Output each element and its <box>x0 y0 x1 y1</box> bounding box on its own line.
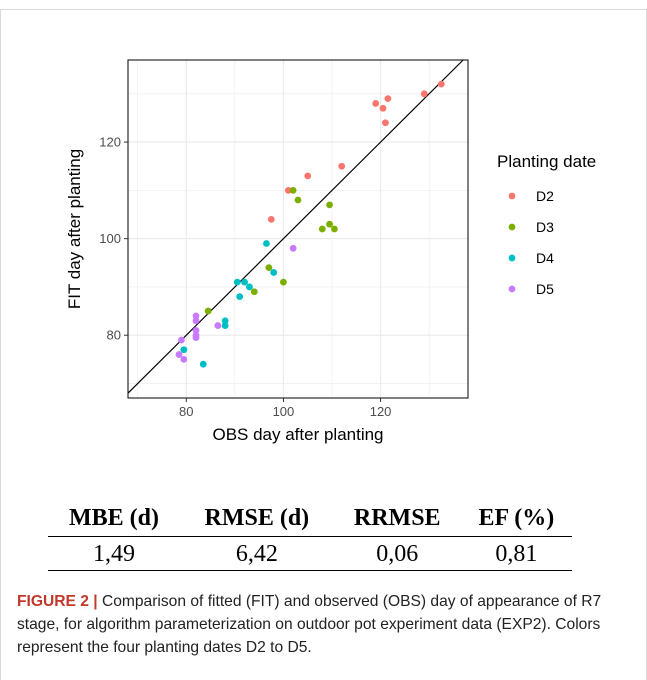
metrics-header-rmse: RMSE (d) <box>180 503 334 537</box>
y-tick-label: 100 <box>99 231 121 246</box>
point-d3 <box>326 220 333 228</box>
reference-line-layer <box>127 59 464 394</box>
point-d3 <box>204 307 212 315</box>
point-d4 <box>270 269 278 276</box>
point-d3 <box>318 225 326 233</box>
point-d3 <box>294 196 302 204</box>
point-d3 <box>250 288 258 296</box>
x-tick-label: 100 <box>273 404 295 419</box>
x-tick-label: 120 <box>370 404 392 419</box>
data-points <box>175 80 445 368</box>
point-d2 <box>338 162 346 170</box>
point-d5 <box>178 336 185 344</box>
point-d3 <box>331 225 338 233</box>
point-d5 <box>214 322 222 329</box>
point-d4 <box>246 283 253 291</box>
point-d5 <box>180 355 188 363</box>
caption-label: FIGURE 2 | <box>17 593 98 610</box>
legend: D2 D3 D4 D5 <box>508 188 554 297</box>
point-d2 <box>267 215 275 223</box>
tick-labels: 80 100 120 80 100 120 <box>99 135 391 419</box>
x-tick-label: 80 <box>179 404 193 419</box>
metrics-value-rrmse: 0,06 <box>333 536 461 571</box>
top-border <box>0 9 647 10</box>
figure-caption: FIGURE 2 | Comparison of fitted (FIT) an… <box>17 590 642 659</box>
point-d4 <box>263 240 270 247</box>
point-d3 <box>326 201 333 209</box>
point-d3 <box>289 186 297 194</box>
legend-key-d3 <box>508 223 516 231</box>
point-d2 <box>304 172 312 180</box>
metrics-header-mbe: MBE (d) <box>48 503 181 537</box>
point-d4 <box>180 346 188 354</box>
point-d2 <box>372 100 380 107</box>
point-d2 <box>379 104 387 112</box>
point-d4 <box>241 278 248 286</box>
point-d5 <box>192 327 200 334</box>
point-d4 <box>199 360 207 368</box>
caption-text: Comparison of fitted (FIT) and observed … <box>17 593 602 656</box>
legend-label-d5: D5 <box>536 281 554 297</box>
legend-label-d2: D2 <box>536 188 554 204</box>
legend-key-d2 <box>508 192 516 200</box>
point-d3 <box>280 278 287 286</box>
point-d5 <box>192 312 200 320</box>
point-d4 <box>221 317 229 325</box>
point-d2 <box>384 95 392 103</box>
point-d5 <box>175 351 183 358</box>
point-d4 <box>233 278 241 286</box>
point-d2 <box>420 90 428 98</box>
legend-label-d4: D4 <box>536 250 554 266</box>
metrics-value-rmse: 6,42 <box>180 536 334 571</box>
y-tick-label: 80 <box>107 328 121 343</box>
legend-key-d5 <box>508 285 516 293</box>
panel-border <box>127 59 469 399</box>
one-to-one-line <box>127 59 464 394</box>
legend-label-d3: D3 <box>536 219 554 235</box>
legend-key-d4 <box>508 254 516 262</box>
point-d2 <box>437 80 445 88</box>
point-d4 <box>221 322 229 329</box>
point-d4 <box>236 293 244 300</box>
y-tick-label: 120 <box>99 135 121 150</box>
point-d2 <box>382 119 389 127</box>
metrics-header-ef: EF (%) <box>460 503 572 537</box>
x-axis-title: OBS day after planting <box>212 425 383 444</box>
point-d3 <box>265 264 273 272</box>
grid-lines <box>128 60 468 398</box>
metrics-header-rrmse: RRMSE <box>333 503 461 537</box>
metrics-value-ef: 0,81 <box>460 536 572 571</box>
metrics-value-row: 1,49 6,42 0,06 0,81 <box>48 536 572 571</box>
legend-title: Planting date <box>497 152 596 171</box>
point-d5 <box>192 317 200 325</box>
metrics-table: MBE (d) RMSE (d) RRMSE EF (%) 1,49 6,42 … <box>48 503 572 571</box>
point-d2 <box>284 186 292 194</box>
y-axis-title: FIT day after planting <box>65 149 84 309</box>
point-d5 <box>289 244 297 252</box>
left-border <box>0 9 1 680</box>
metrics-value-mbe: 1,49 <box>48 536 181 571</box>
metrics-header-row: MBE (d) RMSE (d) RRMSE EF (%) <box>48 503 572 537</box>
point-d5 <box>192 334 200 342</box>
